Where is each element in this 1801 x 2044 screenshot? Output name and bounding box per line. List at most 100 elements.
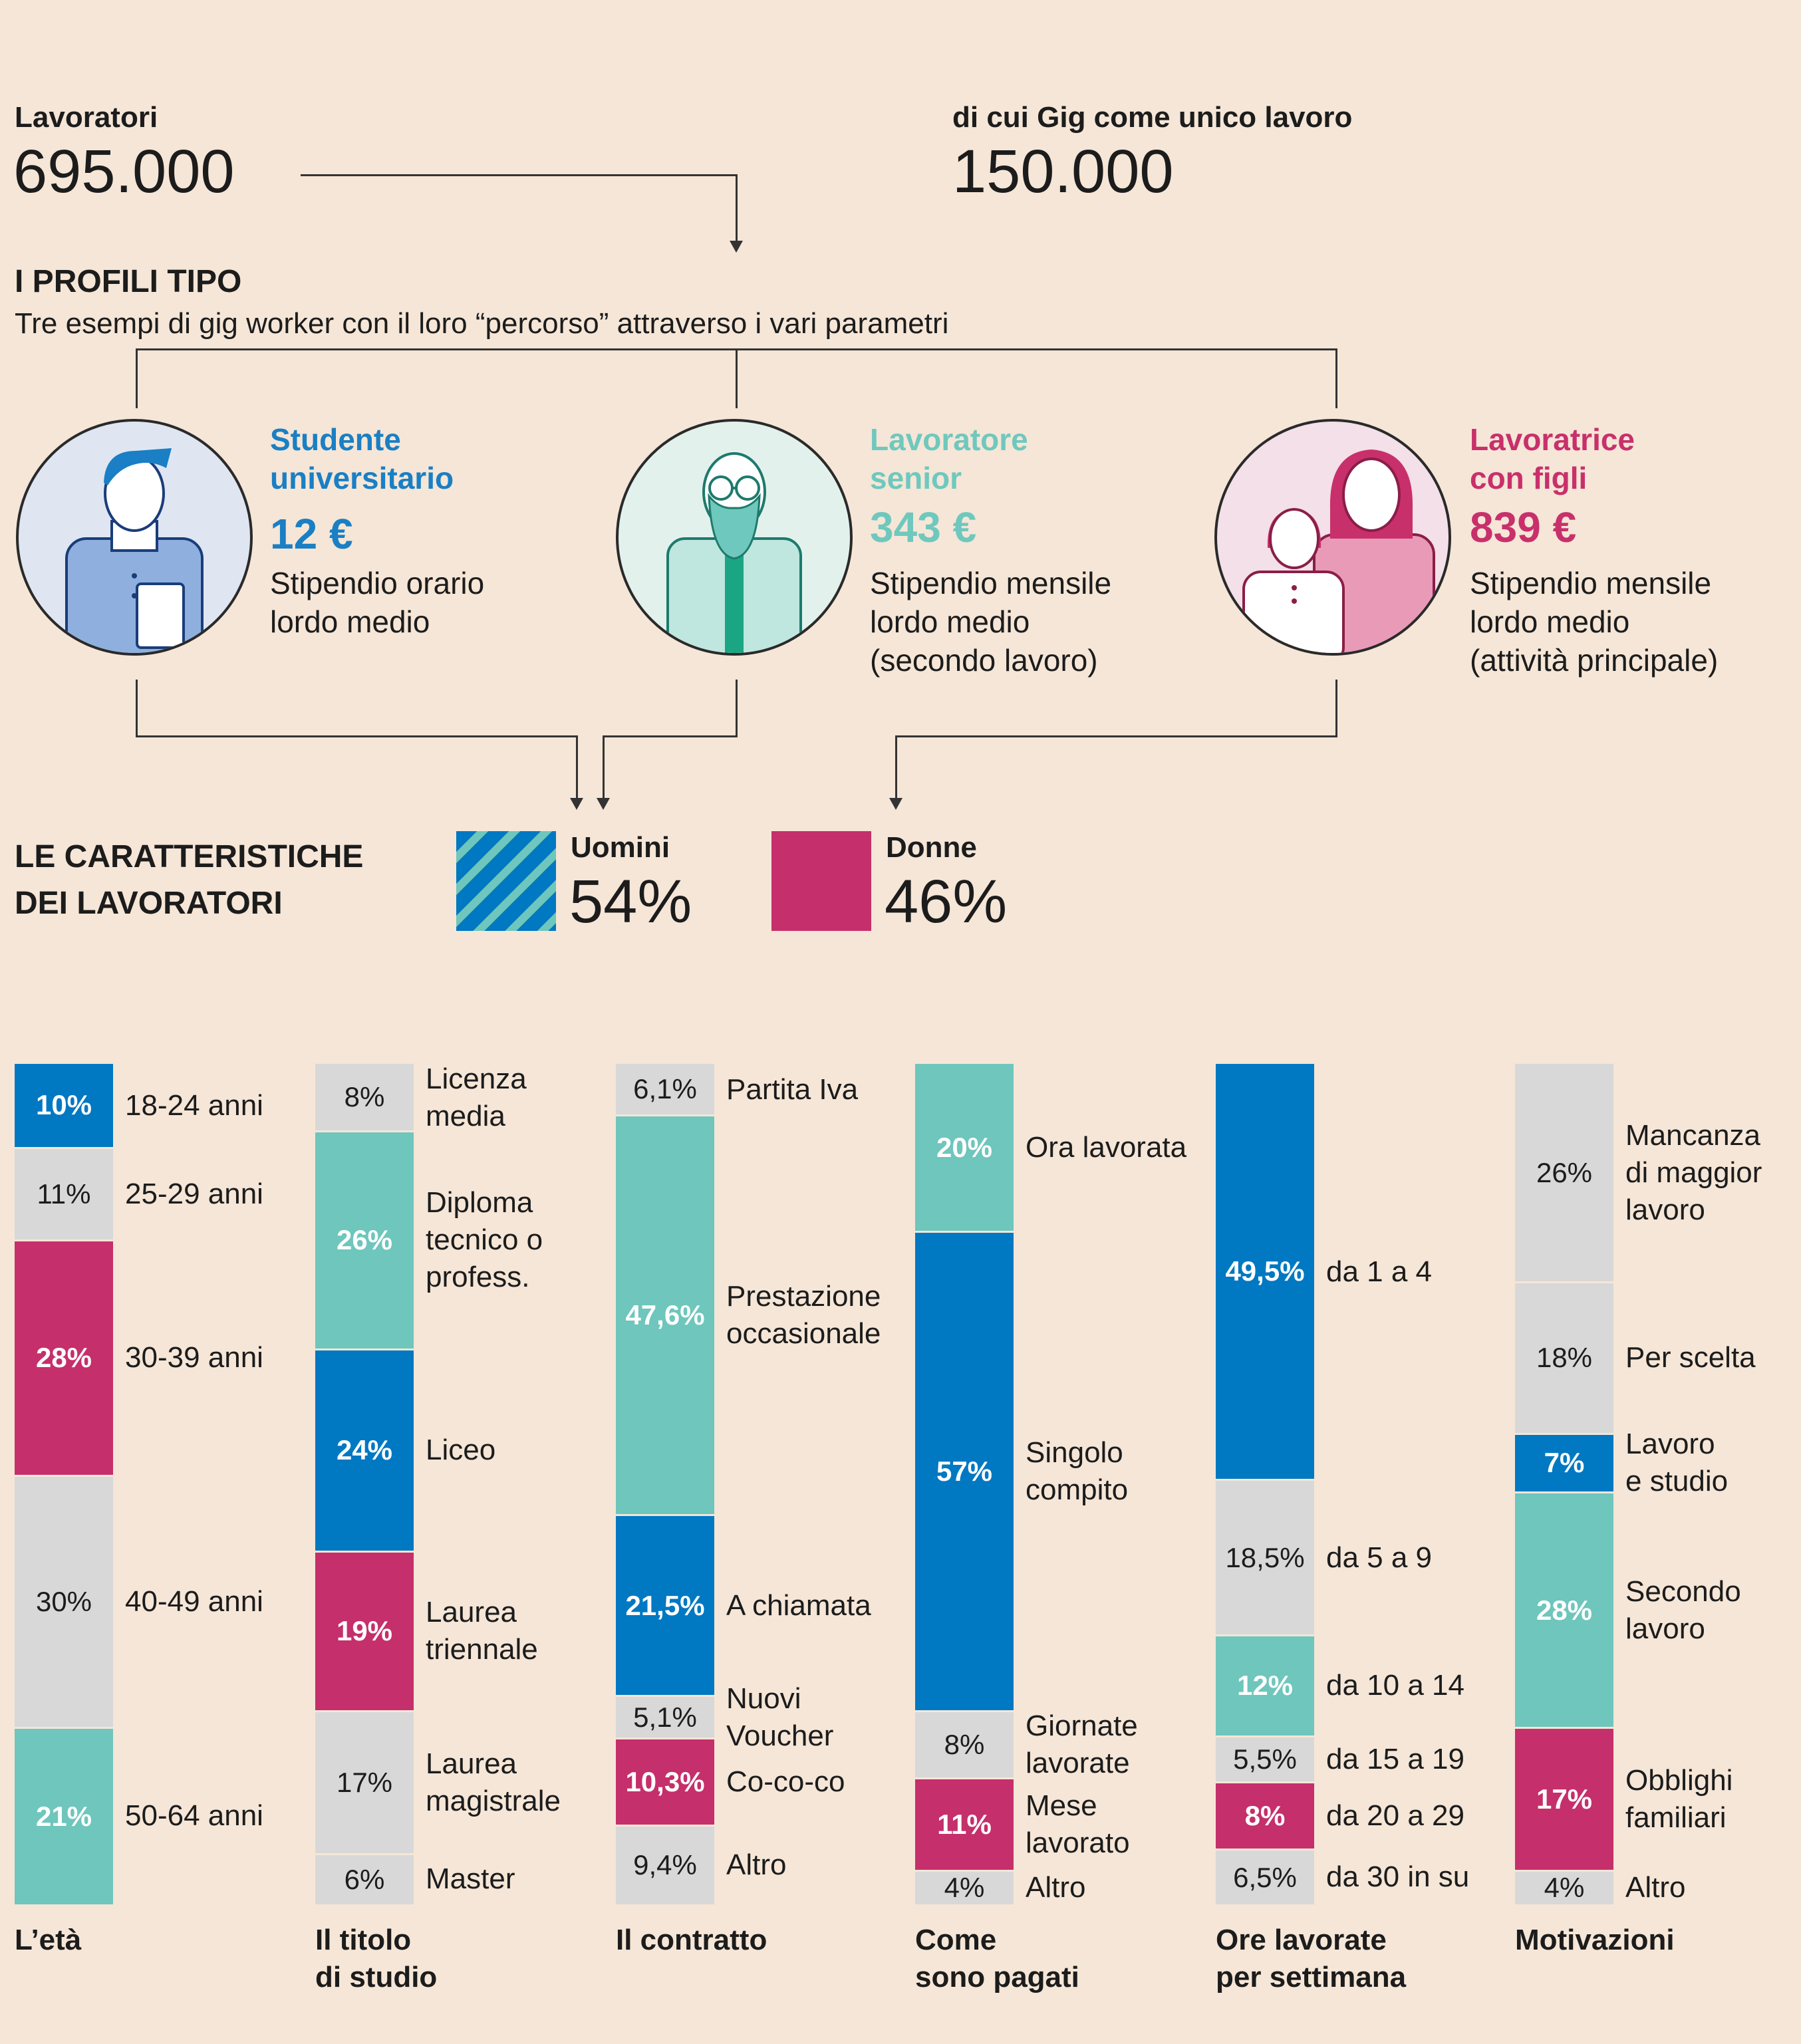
profile-mother-desc: Stipendio mensile lordo medio (attività … (1470, 564, 1718, 680)
segment-category-label: Secondo lavoro (1625, 1575, 1741, 1645)
mother-avatar (1214, 419, 1451, 656)
profiles-title: I PROFILI TIPO (15, 264, 242, 299)
segment-category-label: da 30 in su (1326, 1860, 1470, 1893)
men-value: 54% (569, 868, 692, 936)
bar-segment: 19% (315, 1552, 414, 1710)
bracket-line (736, 348, 738, 408)
bar-segment: 28% (15, 1241, 113, 1475)
bar-segment: 57% (915, 1233, 1014, 1710)
bar-segment: 18% (1515, 1283, 1613, 1433)
segment-category-label: da 10 a 14 (1326, 1669, 1464, 1702)
segment-category-label: Co-co-co (726, 1765, 845, 1799)
segment-category-label: Laurea magistrale (426, 1747, 561, 1817)
segment-category-label: Lavoro e studio (1625, 1428, 1729, 1498)
segment-category-label: 18-24 anni (125, 1089, 263, 1122)
senior-avatar (616, 419, 853, 656)
connector-line (736, 680, 738, 737)
student-avatar (16, 419, 253, 656)
connector-line (895, 735, 1337, 737)
profile-student-title-line1: Studente (270, 422, 401, 457)
segment-category-label: Mese lavorato (1026, 1789, 1130, 1859)
bar-segment: 21% (15, 1729, 113, 1904)
chart-title: Ore lavorate per settimana (1216, 1924, 1407, 1993)
profile-senior-title: Lavoratore senior (870, 420, 1028, 497)
profile-mother-title: Lavoratrice con figli (1470, 420, 1635, 497)
chart-title: Il contratto (616, 1924, 767, 1956)
profile-senior-value: 343 € (870, 503, 977, 551)
profile-senior-title-line2: senior (870, 461, 962, 495)
profile-mother-desc-line1: Stipendio mensile (1470, 566, 1712, 600)
segment-category-label: Prestazione occasionale (726, 1279, 881, 1350)
segment-category-label: da 15 a 19 (1326, 1742, 1464, 1775)
women-swatch (771, 831, 871, 931)
bar-segment: 24% (315, 1350, 414, 1551)
segment-category-label: da 20 a 29 (1326, 1799, 1464, 1833)
bar-segment: 7% (1515, 1434, 1613, 1492)
bracket-line (136, 348, 138, 408)
connector-line (576, 735, 578, 802)
profile-mother-desc-line2: lordo medio (1470, 604, 1630, 639)
bar-segment: 8% (1216, 1783, 1314, 1849)
profile-senior-title-line1: Lavoratore (870, 422, 1028, 457)
profile-student-title-line2: universitario (270, 461, 454, 495)
characteristics-title-line2: DEI LAVORATORI (15, 886, 283, 921)
arrow-down-icon (570, 798, 583, 810)
bar-segment: 26% (315, 1132, 414, 1349)
connector-line (603, 735, 605, 802)
bar-segment: 10% (15, 1064, 113, 1147)
profile-student-desc-line1: Stipendio orario (270, 566, 485, 600)
connector-line (136, 735, 577, 737)
bar-segment: 8% (315, 1064, 414, 1130)
bar-segment: 5,5% (1216, 1737, 1314, 1782)
bar-segment: 17% (1515, 1729, 1613, 1870)
bar-segment: 6,1% (616, 1064, 714, 1114)
men-label: Uomini (571, 831, 670, 864)
segment-category-label: Giornate lavorate (1026, 1709, 1138, 1779)
arrow-down-icon (597, 798, 610, 810)
profile-student-desc: Stipendio orario lordo medio (270, 564, 484, 641)
bar-segment: 28% (1515, 1493, 1613, 1727)
segment-category-label: da 1 a 4 (1326, 1255, 1433, 1288)
bar-segment: 49,5% (1216, 1064, 1314, 1479)
men-swatch (456, 831, 556, 931)
segment-category-label: Master (426, 1862, 515, 1896)
bar-segment: 11% (915, 1779, 1014, 1870)
connector-line (136, 680, 138, 737)
segment-category-label: Singolo compito (1026, 1436, 1129, 1507)
profile-senior-desc-line1: Stipendio mensile (870, 566, 1112, 600)
chart-title: Il titolo di studio (315, 1924, 438, 1993)
segment-category-label: Diploma tecnico o profess. (426, 1186, 543, 1294)
bar-segment: 4% (915, 1871, 1014, 1904)
women-value: 46% (885, 868, 1008, 936)
segment-category-label: Altro (1026, 1870, 1086, 1904)
profile-mother-title-line2: con figli (1470, 461, 1588, 495)
bar-segment: 17% (315, 1712, 414, 1853)
bar-segment: 11% (15, 1148, 113, 1239)
profile-senior-desc-line3: (secondo lavoro) (870, 643, 1098, 678)
chart-title: Motivazioni (1515, 1924, 1675, 1956)
segment-category-label: 25-29 anni (125, 1177, 263, 1210)
segment-category-label: Liceo (426, 1434, 496, 1467)
bar-segment: 6% (315, 1854, 414, 1904)
bar-segment: 6,5% (1216, 1851, 1314, 1904)
segment-category-label: 40-49 anni (125, 1585, 263, 1618)
segment-category-label: Ora lavorata (1026, 1131, 1187, 1164)
segment-category-label: da 5 a 9 (1326, 1541, 1433, 1574)
segment-category-label: A chiamata (726, 1589, 871, 1622)
bracket-line (1335, 348, 1337, 408)
profiles-subtitle: Tre esempi di gig worker con il loro “pe… (15, 307, 949, 340)
profile-student-title: Studente universitario (270, 420, 454, 497)
characteristics-title-line1: LE CARATTERISTICHE (15, 839, 364, 874)
segment-category-label: Altro (1625, 1870, 1686, 1904)
gig-label: di cui Gig come unico lavoro (952, 101, 1353, 134)
arrow-down-icon (889, 798, 902, 810)
segment-category-label: Nuovi Voucher (726, 1682, 834, 1752)
workers-label: Lavoratori (15, 101, 158, 134)
segment-category-label: Laurea triennale (426, 1596, 538, 1666)
profile-senior-desc: Stipendio mensile lordo medio (secondo l… (870, 564, 1111, 680)
bar-segment: 30% (15, 1476, 113, 1727)
profile-student-value: 12 € (270, 510, 353, 558)
profile-mother-desc-line3: (attività principale) (1470, 643, 1719, 678)
bar-segment: 26% (1515, 1064, 1613, 1282)
bar-segment: 47,6% (616, 1116, 714, 1515)
